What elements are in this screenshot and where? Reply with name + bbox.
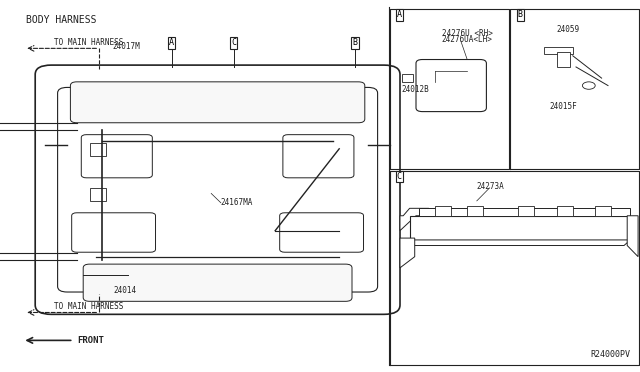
Bar — [435, 206, 451, 216]
Bar — [595, 206, 611, 216]
Bar — [467, 206, 483, 216]
Text: A: A — [397, 10, 402, 19]
Text: 24015F: 24015F — [549, 102, 577, 110]
Text: 24012B: 24012B — [402, 85, 429, 94]
Text: 24276UA<LH>: 24276UA<LH> — [442, 35, 492, 44]
Bar — [90, 188, 106, 201]
Text: TO MAIN HARNESS: TO MAIN HARNESS — [54, 38, 124, 47]
FancyBboxPatch shape — [70, 82, 365, 123]
Text: 24059: 24059 — [557, 25, 580, 34]
FancyBboxPatch shape — [280, 213, 364, 252]
Text: A: A — [169, 38, 174, 47]
FancyBboxPatch shape — [72, 213, 156, 252]
Text: R24000PV: R24000PV — [590, 350, 630, 359]
Bar — [402, 74, 413, 82]
Text: 24167MA: 24167MA — [221, 198, 253, 207]
Text: B: B — [353, 38, 358, 47]
Circle shape — [582, 82, 595, 89]
FancyBboxPatch shape — [416, 60, 486, 112]
FancyBboxPatch shape — [35, 65, 400, 314]
FancyBboxPatch shape — [58, 87, 378, 292]
Text: BODY HARNESS: BODY HARNESS — [26, 15, 96, 25]
Bar — [90, 143, 106, 156]
Text: B: B — [518, 10, 523, 19]
FancyBboxPatch shape — [283, 135, 354, 178]
FancyBboxPatch shape — [83, 264, 352, 301]
Text: C: C — [231, 38, 236, 47]
Polygon shape — [419, 208, 630, 216]
Text: FRONT: FRONT — [77, 336, 104, 345]
FancyBboxPatch shape — [81, 135, 152, 178]
Polygon shape — [410, 240, 630, 246]
Polygon shape — [400, 208, 429, 231]
Polygon shape — [400, 238, 415, 268]
Bar — [557, 52, 570, 67]
Text: 24017M: 24017M — [112, 42, 140, 51]
Polygon shape — [410, 216, 630, 240]
Bar — [557, 206, 573, 216]
Polygon shape — [627, 216, 638, 257]
Text: C: C — [397, 172, 402, 181]
Bar — [544, 47, 573, 54]
Text: 24273A: 24273A — [477, 182, 504, 190]
Text: 24014: 24014 — [113, 286, 136, 295]
Text: 24276U <RH>: 24276U <RH> — [442, 29, 492, 38]
Bar — [518, 206, 534, 216]
Text: TO MAIN HARNESS: TO MAIN HARNESS — [54, 302, 124, 311]
